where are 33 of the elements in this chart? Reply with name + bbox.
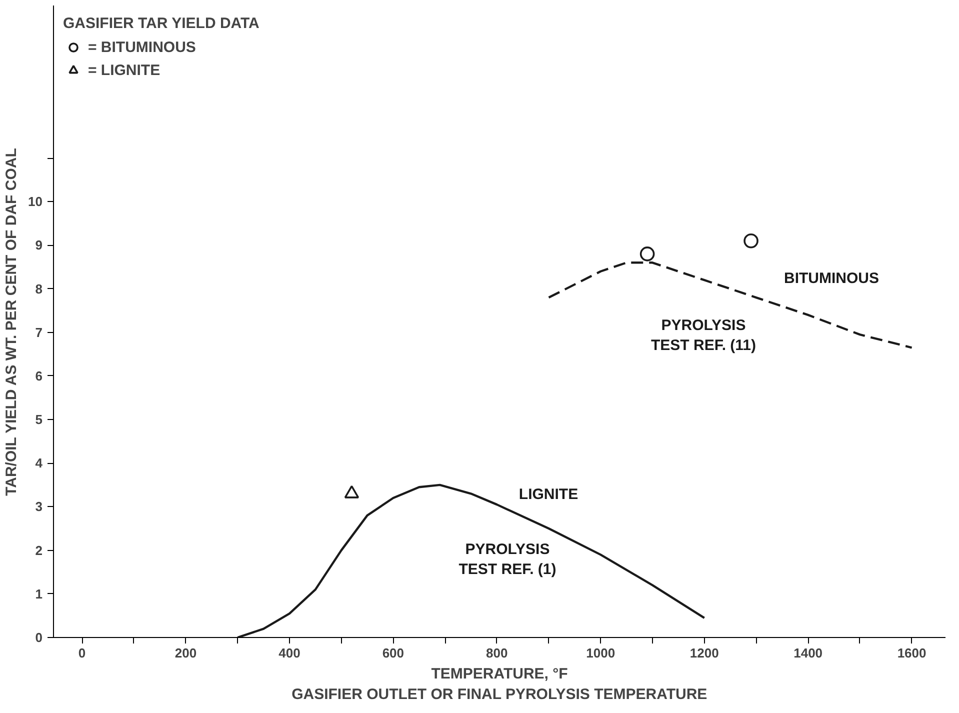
y-tick-label: 4: [35, 456, 44, 471]
y-tick-label: 3: [35, 499, 43, 514]
y-tick-label: 10: [28, 194, 43, 210]
annotation: PYROLYSIS TEST REF. (11): [650, 316, 756, 354]
y-tick-label: 0: [35, 630, 43, 645]
legend-title: GASIFIER TAR YIELD DATA: [63, 15, 260, 32]
point: [344, 485, 360, 498]
x-tick-label: 1200: [690, 646, 719, 660]
point: [640, 246, 655, 262]
y-tick-label: 2: [35, 542, 43, 558]
point: [744, 233, 758, 248]
x-axis-title: TEMPERATURE, °F GASIFIER OUTLET OR FINAL PYROLYSIS TEMPERATURE: [292, 666, 708, 703]
legend-label: = BITUMINOUS: [88, 38, 196, 56]
x-tick-label: 0: [78, 646, 86, 660]
annotation: BITUMINOUS: [784, 270, 879, 287]
legend-label: = LIGNITE: [88, 62, 160, 78]
x-tick-label: 600: [382, 646, 404, 660]
line-series: [236, 484, 706, 638]
y-tick-label: 6: [35, 368, 43, 384]
x-tick-label: 1000: [586, 646, 616, 660]
x-tick-label: 200: [174, 646, 197, 660]
y-axis-title: TAR/OIL YIELD AS WT. PER CENT OF DAF COAL: [3, 148, 20, 496]
y-tick-label: 7: [35, 324, 43, 340]
y-tick-label: 5: [35, 412, 43, 428]
annotation: LIGNITE: [518, 486, 578, 503]
x-tick-label: 800: [486, 646, 508, 660]
x-tick-label: 1600: [897, 646, 926, 660]
y-tick-label: 8: [35, 281, 43, 296]
annotation: PYROLYSIS TEST REF. (1): [458, 540, 556, 578]
y-tick-label: 9: [35, 238, 43, 253]
y-tick-label: 1: [35, 586, 43, 602]
x-tick-label: 1400: [794, 646, 823, 660]
x-tick-label: 400: [278, 646, 300, 660]
